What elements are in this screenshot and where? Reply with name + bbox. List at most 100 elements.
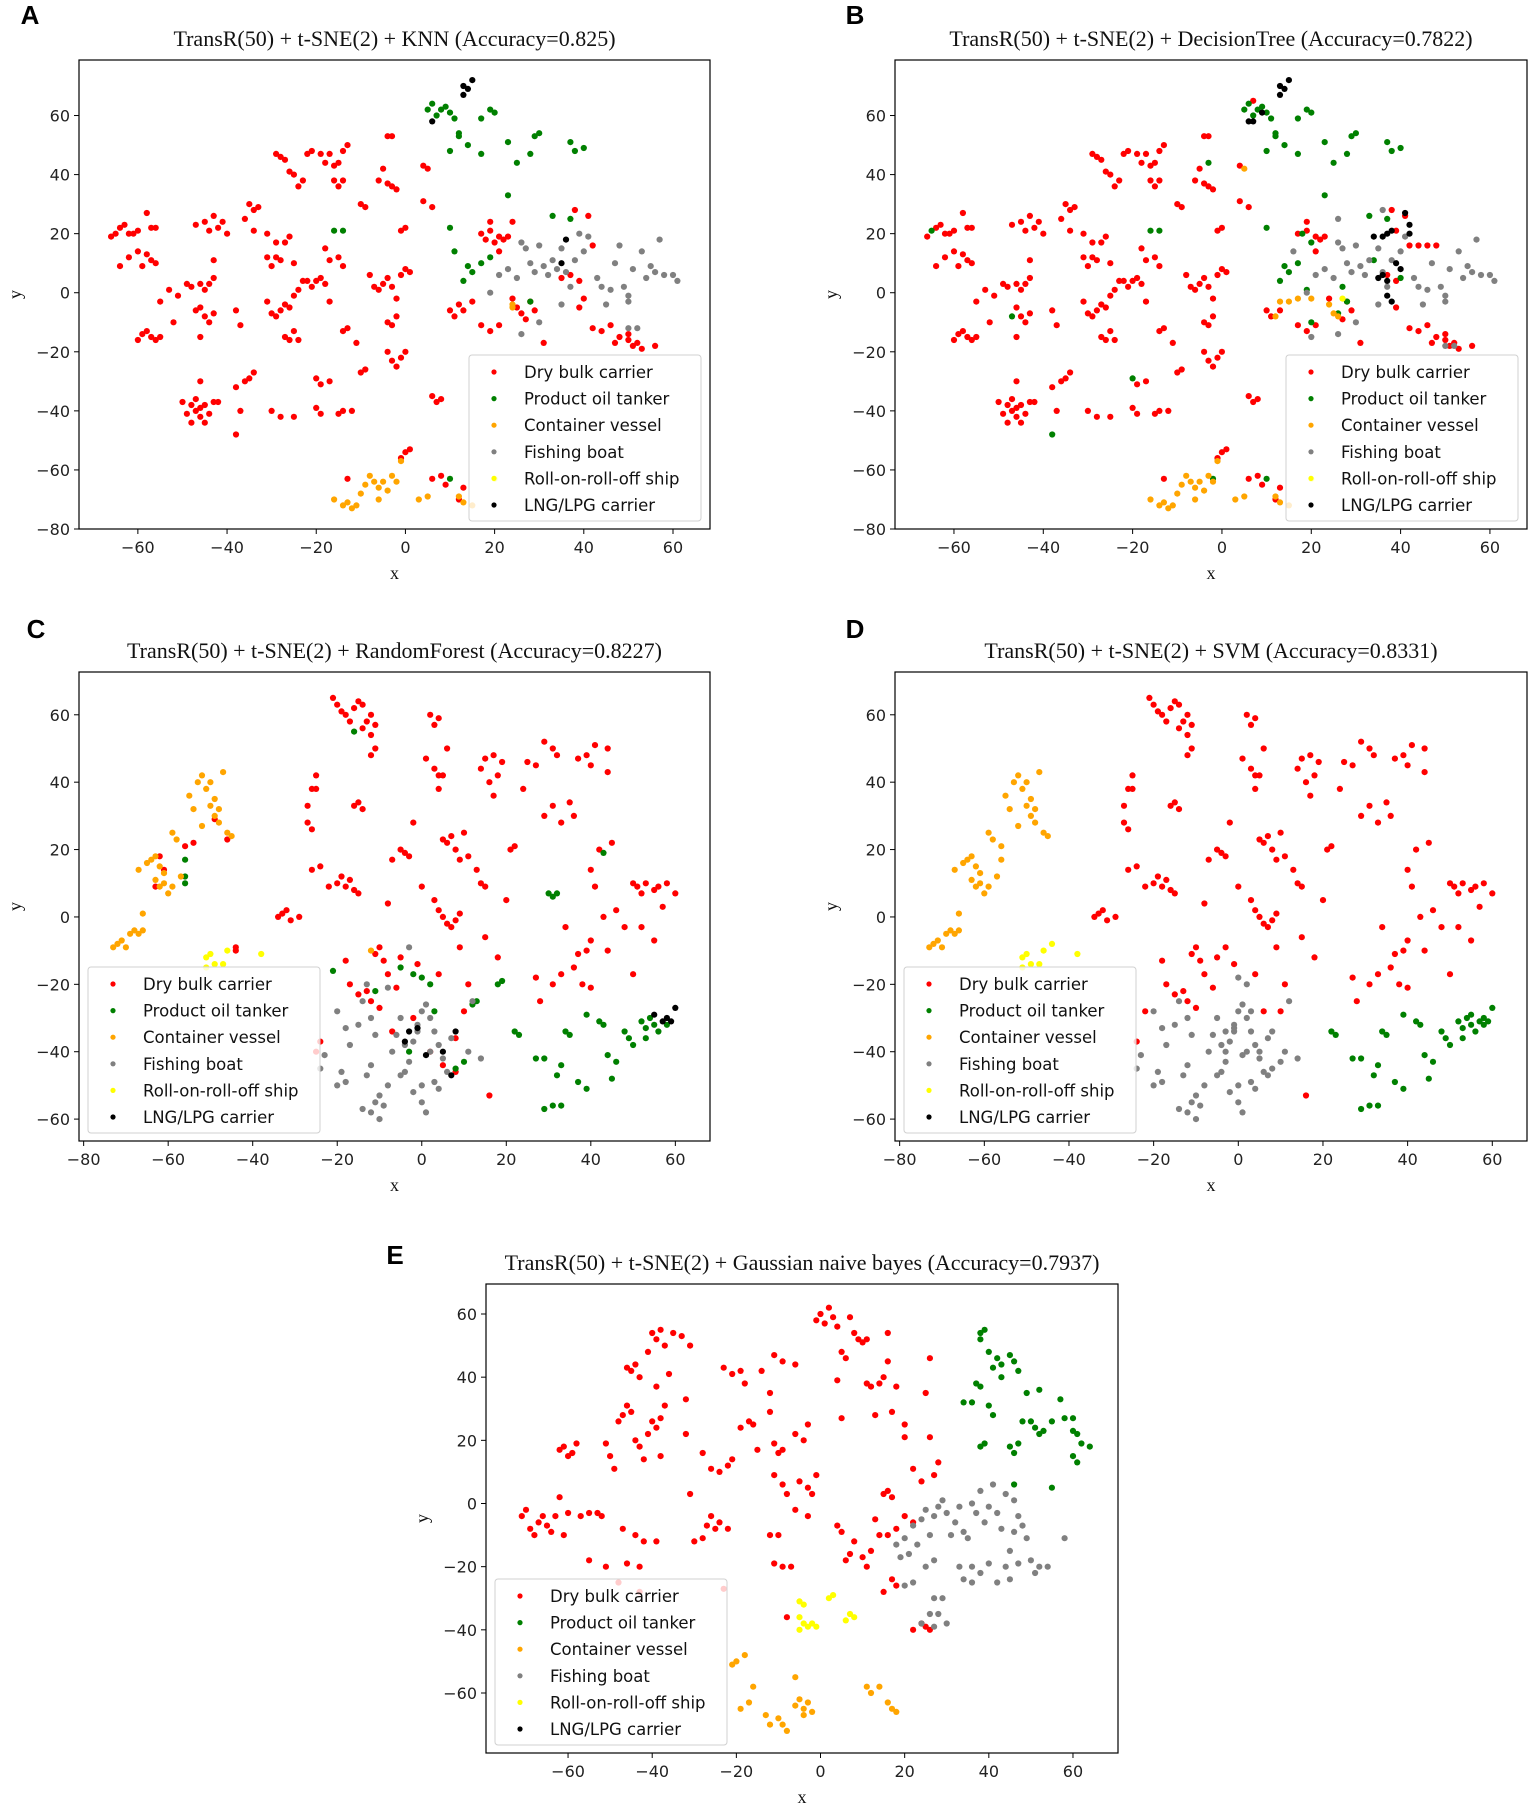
data-point bbox=[672, 1004, 679, 1012]
data-point bbox=[418, 1008, 425, 1015]
data-point bbox=[604, 769, 611, 776]
data-point bbox=[348, 505, 355, 512]
data-point bbox=[960, 1576, 967, 1583]
data-point bbox=[1277, 1008, 1284, 1015]
data-point bbox=[211, 795, 218, 803]
data-point bbox=[429, 393, 436, 400]
data-point bbox=[1429, 1058, 1437, 1065]
data-point bbox=[1218, 449, 1225, 456]
data-point bbox=[490, 752, 497, 759]
data-point bbox=[672, 890, 679, 897]
data-point bbox=[143, 328, 150, 335]
legend-marker bbox=[110, 1087, 116, 1093]
data-point bbox=[348, 407, 355, 414]
data-point bbox=[469, 998, 476, 1005]
data-point bbox=[110, 944, 117, 951]
data-point bbox=[1120, 802, 1128, 809]
legend-label: Fishing boat bbox=[1341, 443, 1441, 462]
data-point bbox=[977, 1336, 984, 1343]
data-point bbox=[1008, 221, 1016, 228]
data-point bbox=[558, 260, 565, 267]
data-point bbox=[1178, 204, 1185, 211]
data-point bbox=[456, 910, 463, 917]
data-point bbox=[1308, 109, 1315, 116]
y-tick-label: −60 bbox=[852, 1110, 886, 1129]
data-point bbox=[1218, 1068, 1225, 1075]
data-point bbox=[1080, 230, 1087, 237]
data-point bbox=[148, 333, 155, 341]
data-point bbox=[363, 988, 370, 995]
data-point bbox=[215, 819, 222, 826]
data-point bbox=[977, 1329, 984, 1337]
data-point bbox=[1243, 711, 1250, 718]
data-point bbox=[397, 227, 405, 234]
data-point bbox=[1222, 853, 1229, 860]
data-point bbox=[1468, 886, 1475, 894]
data-point bbox=[1222, 1048, 1229, 1055]
data-point bbox=[630, 1041, 637, 1049]
data-point bbox=[539, 1513, 546, 1520]
data-point bbox=[1276, 307, 1284, 314]
data-point bbox=[1245, 118, 1252, 125]
data-point bbox=[1321, 192, 1328, 199]
data-point bbox=[1315, 758, 1322, 766]
data-point bbox=[576, 304, 583, 311]
data-point bbox=[1209, 363, 1217, 370]
data-point bbox=[1201, 971, 1208, 978]
data-point bbox=[775, 1715, 782, 1722]
data-point bbox=[678, 1333, 685, 1340]
data-point bbox=[575, 755, 582, 762]
data-point bbox=[691, 1538, 698, 1545]
data-point bbox=[201, 218, 208, 225]
data-point bbox=[1188, 950, 1195, 958]
data-point bbox=[1480, 880, 1487, 887]
data-point bbox=[1169, 502, 1176, 509]
data-point bbox=[1151, 159, 1158, 166]
data-point bbox=[625, 325, 632, 332]
data-point bbox=[342, 1078, 349, 1086]
data-point bbox=[1277, 829, 1284, 836]
data-point bbox=[1455, 924, 1462, 931]
data-point bbox=[157, 298, 164, 305]
data-point bbox=[477, 880, 484, 887]
data-point bbox=[201, 313, 208, 320]
data-point bbox=[1074, 950, 1081, 958]
data-point bbox=[1142, 883, 1149, 890]
data-point bbox=[325, 883, 332, 890]
data-point bbox=[960, 1399, 967, 1406]
data-point bbox=[402, 224, 409, 231]
data-point bbox=[1250, 112, 1257, 119]
data-point bbox=[1201, 319, 1208, 326]
data-point bbox=[779, 1563, 786, 1570]
data-point bbox=[653, 1336, 660, 1343]
data-point bbox=[1348, 133, 1355, 140]
data-point bbox=[657, 1415, 664, 1422]
data-point bbox=[1349, 1055, 1356, 1062]
data-point bbox=[553, 1072, 561, 1079]
data-point bbox=[1093, 307, 1100, 314]
axes-frame bbox=[894, 671, 1528, 1142]
legend-label: Roll-on-roll-off ship bbox=[1341, 469, 1497, 488]
data-point bbox=[1142, 150, 1150, 157]
scatter-points bbox=[926, 694, 1496, 1123]
data-point bbox=[277, 257, 284, 264]
data-point bbox=[166, 286, 173, 293]
data-point bbox=[838, 1348, 845, 1355]
data-point bbox=[496, 233, 503, 240]
data-point bbox=[950, 227, 958, 234]
data-point bbox=[611, 1465, 618, 1472]
x-tick-label: 40 bbox=[574, 538, 594, 557]
data-point bbox=[1099, 907, 1106, 914]
data-point bbox=[1384, 292, 1391, 299]
data-point bbox=[558, 301, 565, 308]
data-point bbox=[1006, 1547, 1014, 1554]
scatter-points bbox=[108, 77, 681, 512]
legend-marker bbox=[517, 1699, 523, 1705]
data-point bbox=[1019, 954, 1026, 961]
legend-marker bbox=[110, 1061, 116, 1067]
data-point bbox=[901, 1421, 908, 1428]
data-point bbox=[1091, 913, 1098, 921]
data-point bbox=[741, 1380, 748, 1387]
data-point bbox=[1006, 1443, 1014, 1450]
